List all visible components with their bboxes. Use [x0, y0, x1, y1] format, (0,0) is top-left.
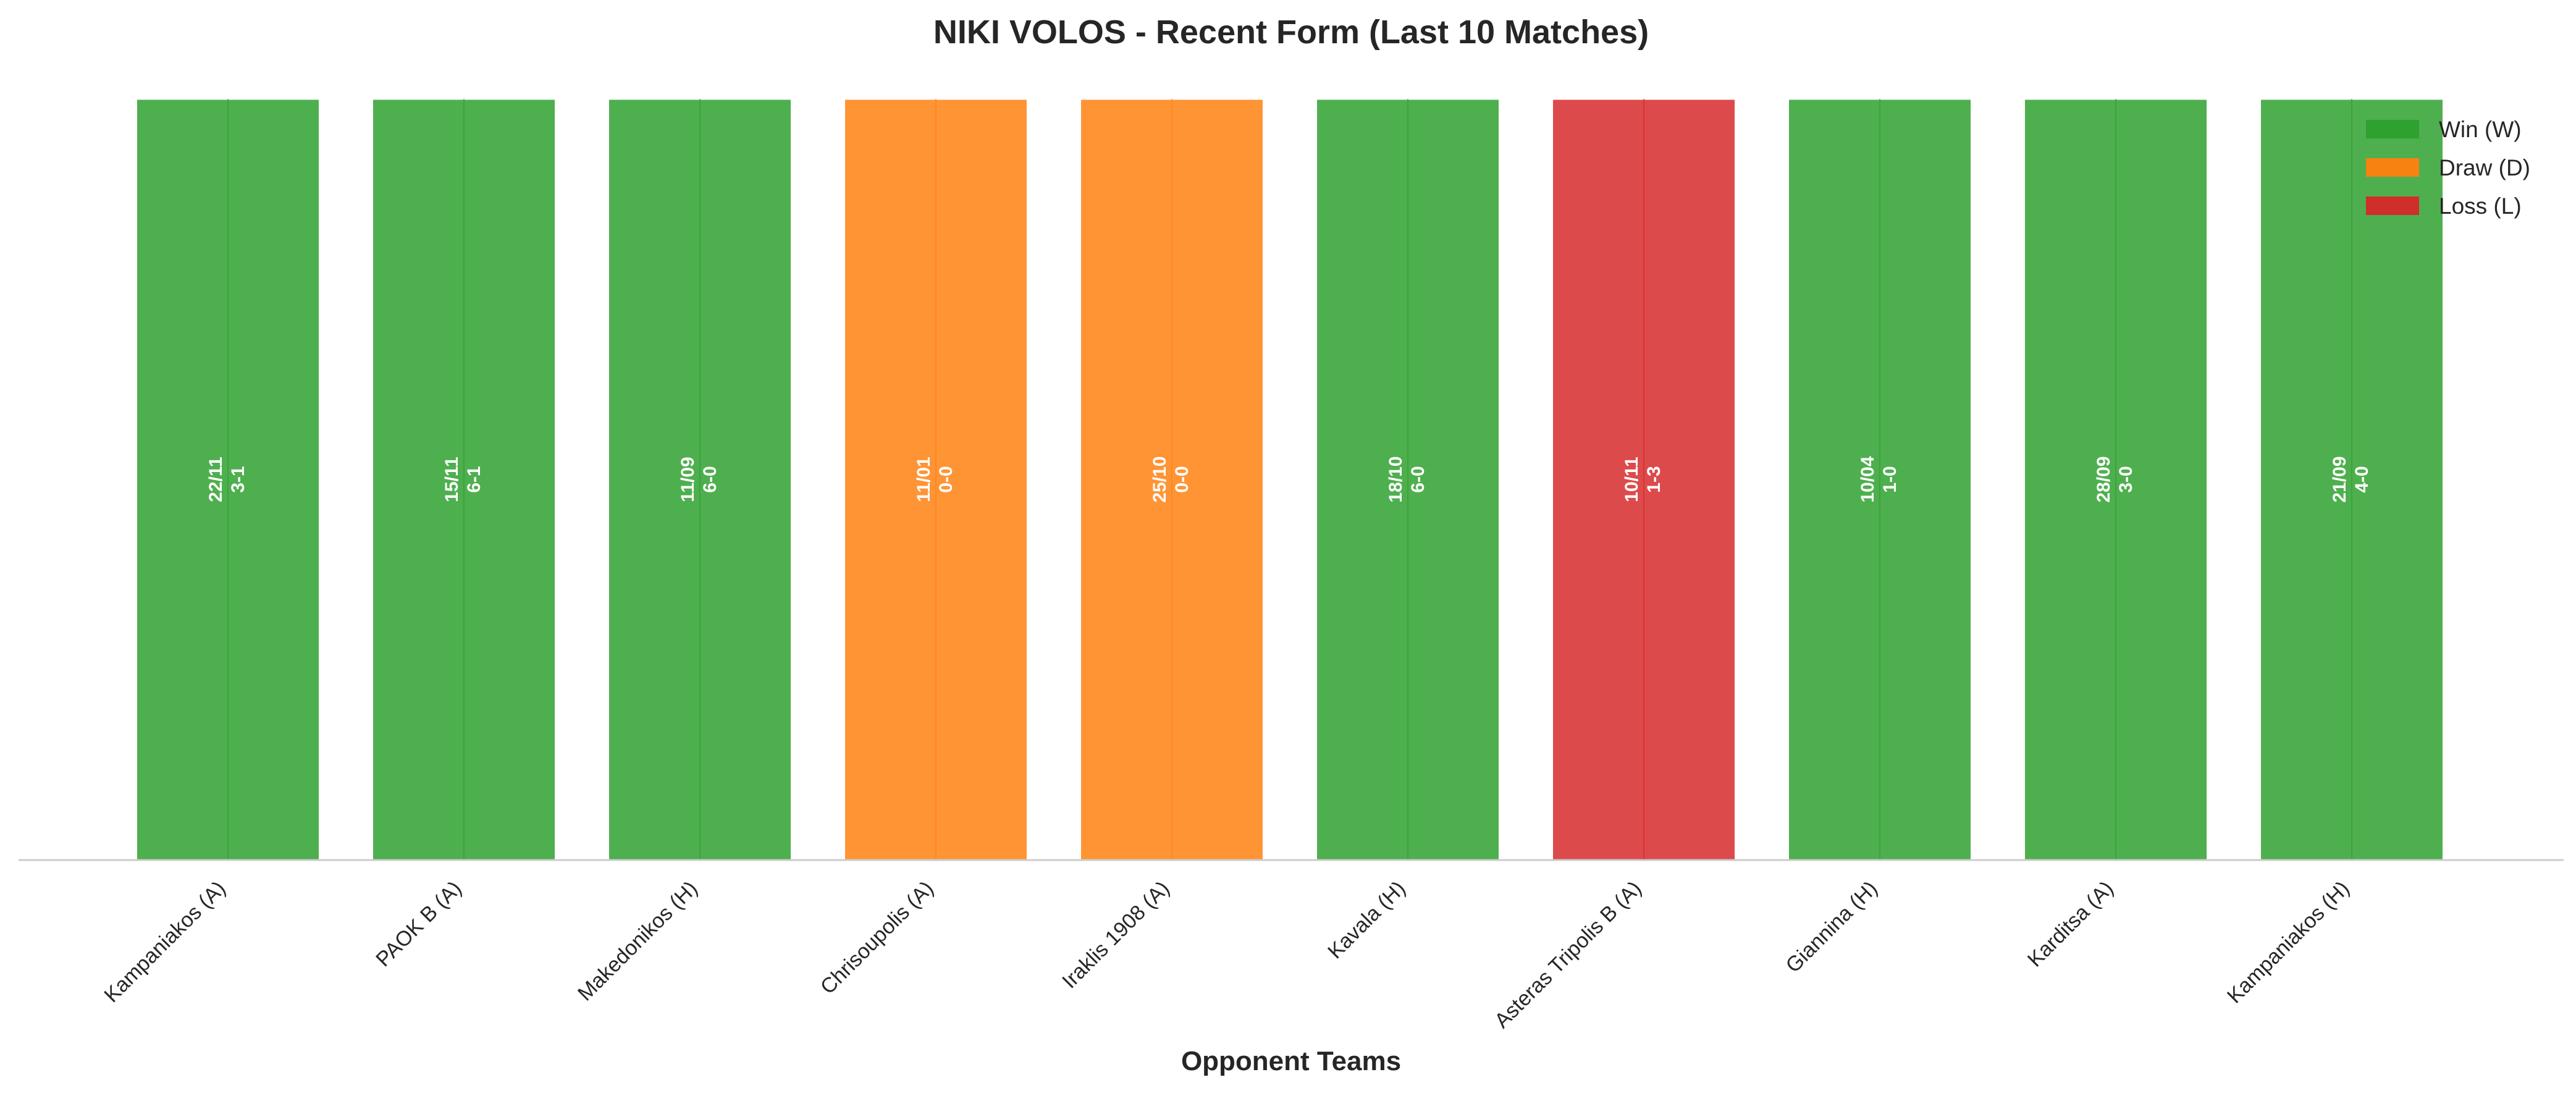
legend-swatch	[2366, 120, 2419, 138]
bar-date-label: 10/04	[1858, 456, 1878, 502]
bar-score-label: 0-0	[936, 466, 956, 492]
bar-date-label: 25/10	[1150, 456, 1170, 502]
x-tick-labels: Kampaniakos (A) PAOK B (A) Makedonikos (H)…	[99, 877, 2354, 1033]
bars-group: 22/11 3-1 15/11 6-1 11/09 6-0 11/01 0-0 25/10 0-0…	[135, 98, 2444, 861]
legend-label: Win (W)	[2439, 117, 2522, 142]
x-tick-label: Kampaniakos (A)	[99, 877, 230, 1007]
bar-date-label: 11/09	[678, 457, 698, 502]
x-tick-label: Kampaniakos (H)	[2223, 877, 2354, 1008]
bar-date-label: 15/11	[442, 457, 462, 502]
bar-date-label: 28/09	[2094, 456, 2114, 502]
bar-score-label: 6-0	[700, 466, 720, 492]
bar-score-label: 0-0	[1172, 466, 1192, 492]
bar-score-label: 1-3	[1644, 466, 1664, 492]
legend-swatch	[2366, 196, 2419, 215]
bar-score-label: 3-1	[228, 466, 248, 492]
legend-swatch	[2366, 158, 2419, 177]
bar-date-label: 11/01	[914, 457, 934, 502]
chart-title: NIKI VOLOS - Recent Form (Last 10 Matche…	[933, 14, 1649, 51]
x-tick-label: PAOK B (A)	[371, 877, 466, 971]
x-tick-label: Makedonikos (H)	[573, 877, 702, 1006]
bar-score-label: 6-0	[1408, 466, 1428, 492]
x-tick-label: Chrisoupolis (A)	[816, 877, 938, 999]
bar-date-label: 22/11	[206, 457, 226, 502]
x-tick-label: Iraklis 1908 (A)	[1058, 877, 1174, 994]
x-tick-label: Kavala (H)	[1323, 877, 1410, 963]
bar-date-label: 21/09	[2330, 456, 2350, 502]
x-axis-label: Opponent Teams	[1181, 1046, 1401, 1076]
bar-date-label: 18/10	[1386, 456, 1406, 502]
x-tick-label: Giannina (H)	[1781, 877, 1882, 977]
bar-score-label: 6-1	[464, 466, 484, 492]
x-tick-label: Asteras Tripolis B (A)	[1490, 877, 1646, 1033]
bar-score-label: 4-0	[2352, 466, 2372, 492]
legend-label: Loss (L)	[2439, 193, 2522, 219]
x-tick-label: Karditsa (A)	[2023, 877, 2118, 972]
bar-date-label: 10/11	[1622, 457, 1642, 502]
bar-score-label: 3-0	[2116, 466, 2136, 492]
legend: Win (W) Draw (D) Loss (L)	[2366, 117, 2530, 219]
legend-label: Draw (D)	[2439, 155, 2530, 180]
bar-score-label: 1-0	[1880, 466, 1900, 492]
